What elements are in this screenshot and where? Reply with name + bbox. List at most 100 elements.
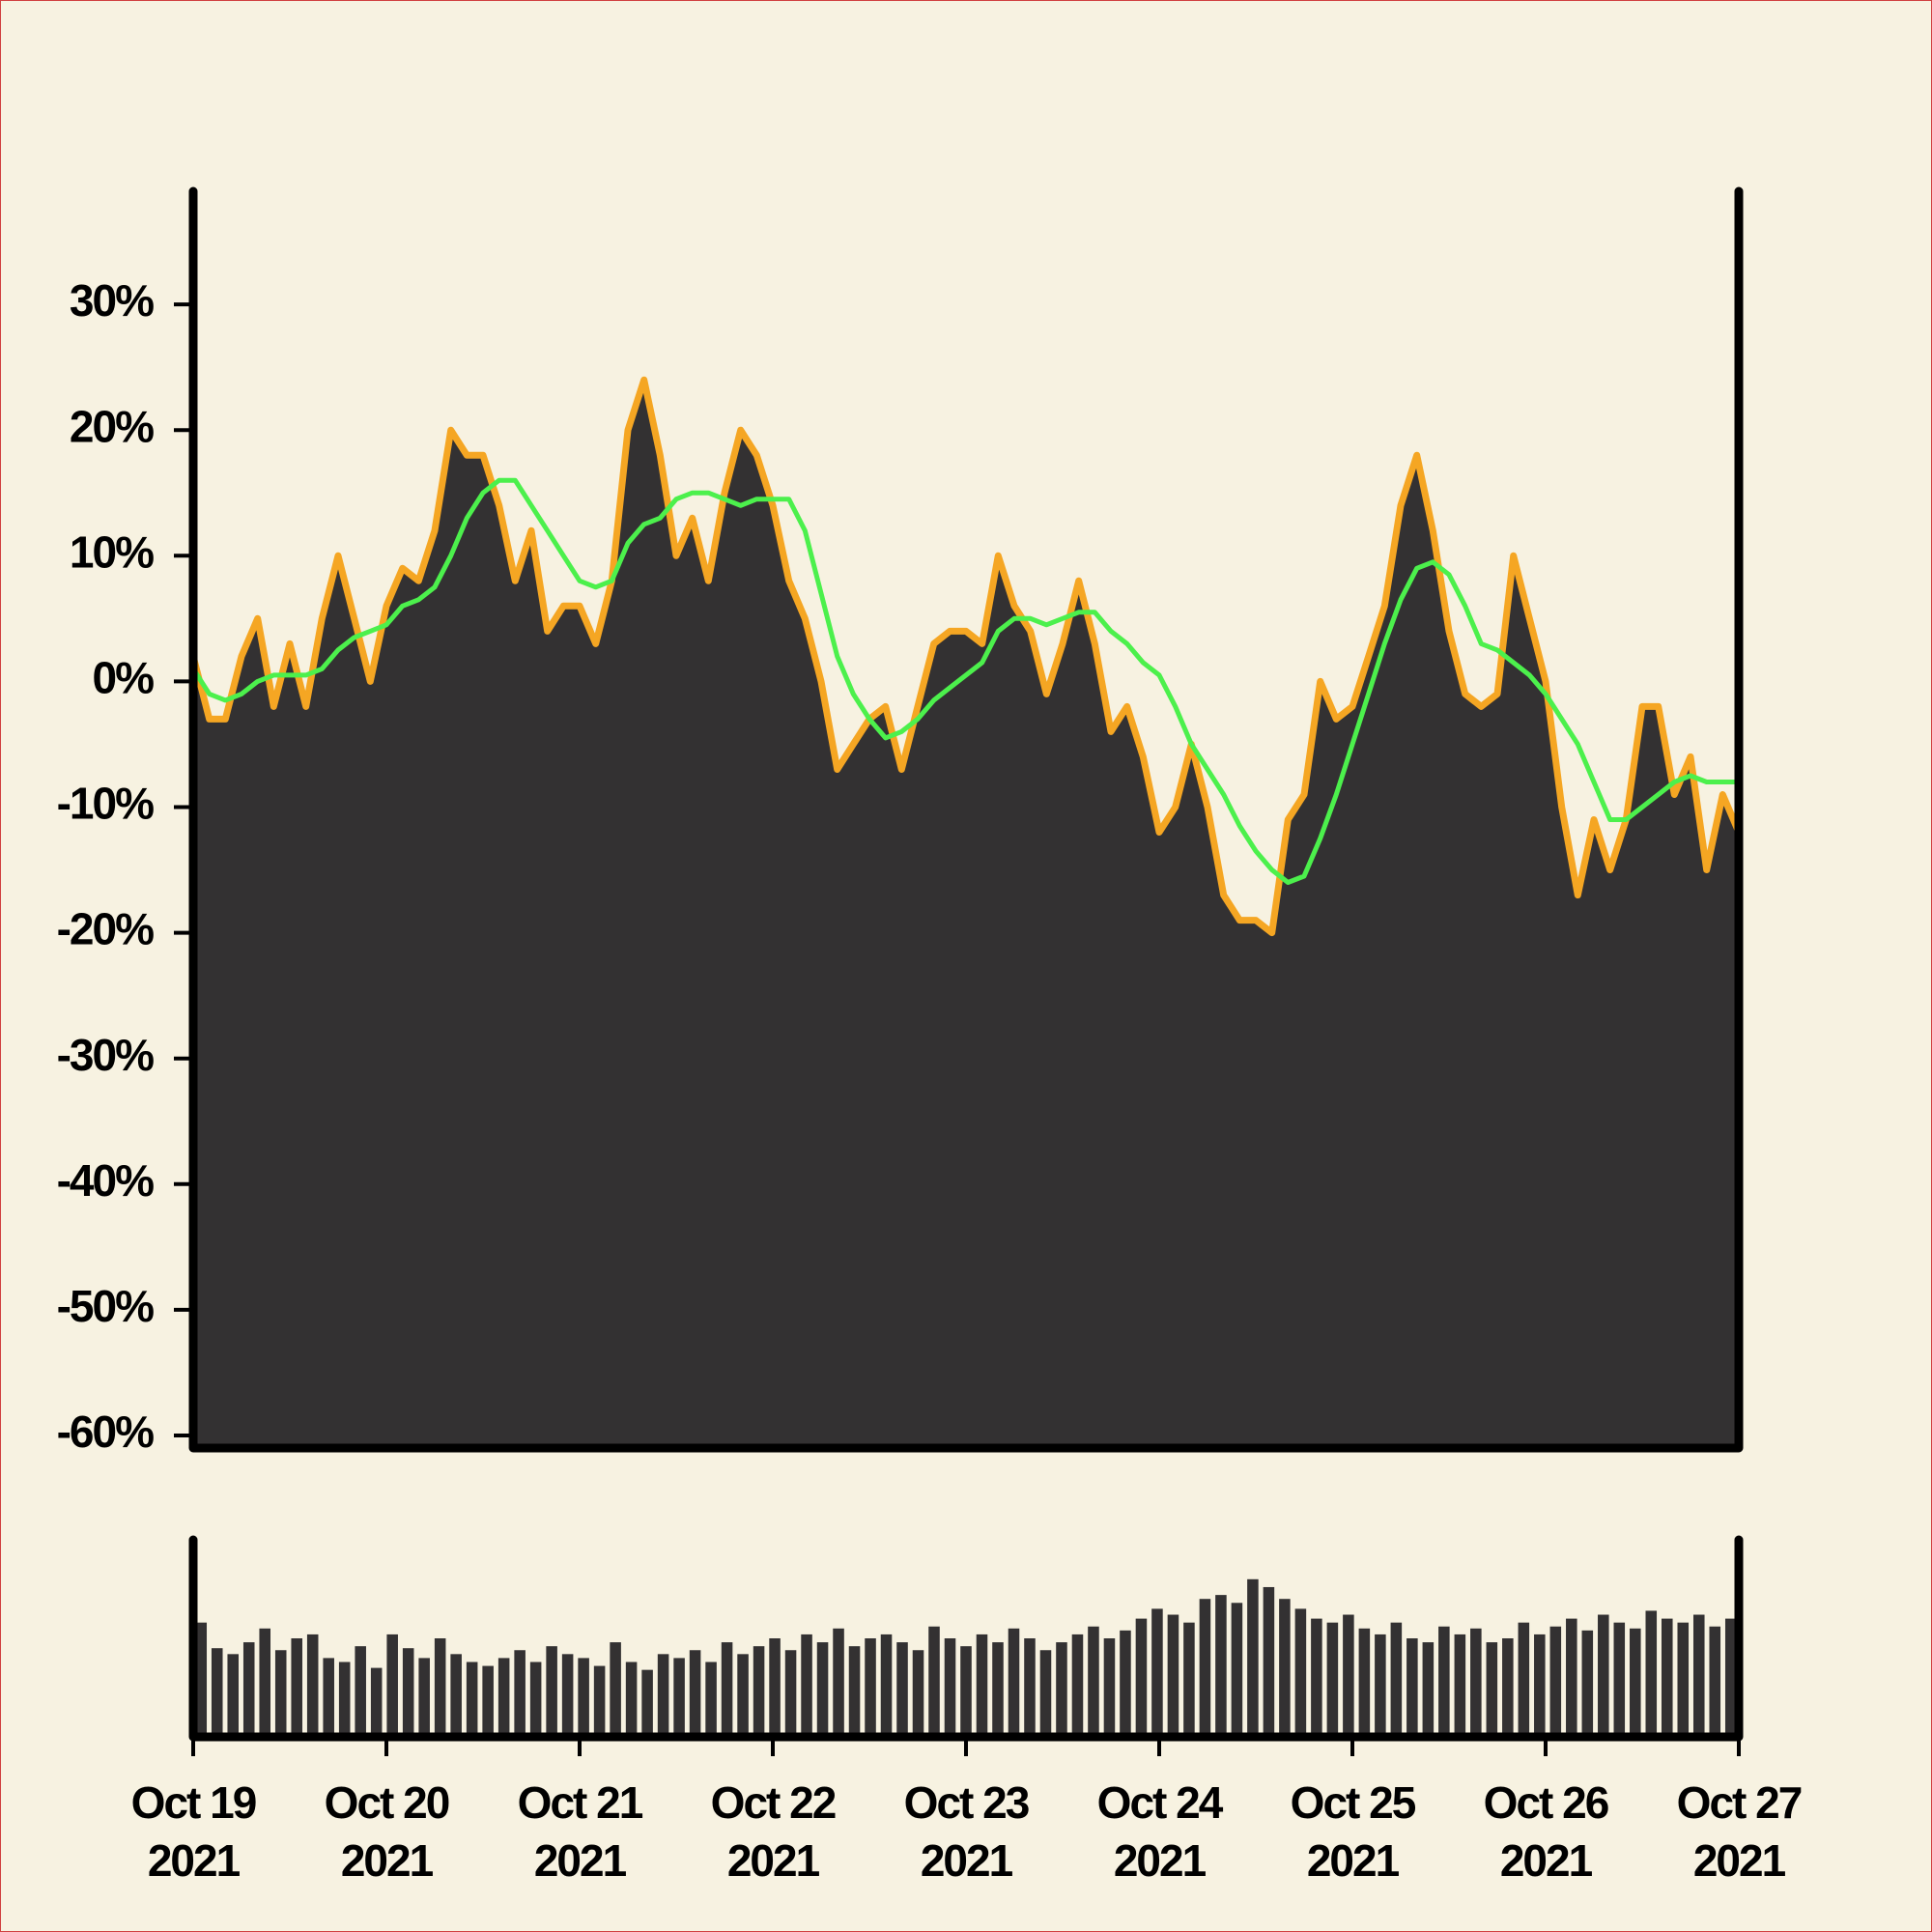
y-tick-label: -40% <box>57 1155 154 1206</box>
volume-bar <box>912 1650 924 1737</box>
x-tick-label: Oct 19 2021 <box>130 1777 258 1886</box>
volume-bar <box>1279 1599 1291 1737</box>
volume-bar <box>402 1648 414 1737</box>
volume-bar <box>753 1646 765 1737</box>
volume-bar <box>1438 1626 1450 1737</box>
volume-bar <box>1390 1622 1403 1737</box>
volume-bar <box>928 1626 940 1737</box>
volume-bar <box>1326 1622 1339 1737</box>
x-tick-label: Oct 24 2021 <box>1096 1777 1224 1886</box>
volume-bar <box>1422 1642 1435 1737</box>
y-tick-label: -20% <box>57 904 154 954</box>
volume-bar <box>976 1634 988 1737</box>
volume-bar <box>944 1638 956 1737</box>
volume-bar <box>1486 1642 1498 1737</box>
volume-bar <box>1311 1618 1322 1737</box>
volume-bar <box>355 1646 366 1737</box>
volume-bar <box>1039 1650 1052 1737</box>
volume-bar <box>529 1662 542 1737</box>
volume-bar <box>1343 1614 1354 1737</box>
volume-bar <box>466 1662 478 1737</box>
volume-bar <box>291 1638 302 1737</box>
volume-bar <box>1135 1618 1148 1737</box>
volume-bar <box>848 1646 861 1737</box>
volume-bar <box>1088 1626 1099 1737</box>
volume-bar <box>1167 1614 1179 1737</box>
volume-bar <box>1581 1630 1594 1737</box>
y-tick-label: 20% <box>70 401 154 451</box>
volume-bar <box>1120 1630 1131 1737</box>
y-tick-label: 10% <box>70 526 154 577</box>
x-tick-label: Oct 21 2021 <box>517 1777 644 1886</box>
volume-bar <box>274 1650 287 1737</box>
volume-bar <box>1294 1608 1307 1737</box>
volume-bar <box>1215 1595 1227 1737</box>
axis-frame <box>188 1535 1744 1742</box>
x-tick-label: Oct 27 2021 <box>1676 1777 1804 1886</box>
volume-bar <box>1247 1578 1259 1737</box>
volume-bar <box>833 1628 844 1737</box>
volume-bar <box>1071 1634 1084 1737</box>
volume-bar <box>1534 1634 1546 1737</box>
y-tick-label: -30% <box>57 1030 154 1080</box>
volume-bar <box>880 1634 893 1737</box>
volume-bar <box>992 1642 1004 1737</box>
y-tick-label: -10% <box>57 779 154 829</box>
volume-bar <box>323 1658 334 1737</box>
volume-bar <box>801 1634 812 1737</box>
volume-bar <box>306 1634 319 1737</box>
volume-bar <box>1199 1599 1211 1737</box>
volume-bar <box>1630 1628 1641 1737</box>
volume-bar <box>386 1634 398 1737</box>
volume-bar <box>1502 1638 1514 1737</box>
y-tick-label: 0% <box>93 653 155 703</box>
volume-bar <box>1598 1614 1609 1737</box>
volume-bar <box>1549 1626 1562 1737</box>
volume-bar <box>1613 1622 1626 1737</box>
volume-bar <box>1470 1628 1482 1737</box>
volume-bar <box>1454 1634 1466 1737</box>
volume-bar <box>657 1654 669 1737</box>
volume-bar <box>1375 1634 1386 1737</box>
volume-bar <box>1008 1628 1020 1737</box>
volume-bar <box>1103 1638 1116 1737</box>
volume-bar <box>737 1654 749 1737</box>
y-tick-label: 30% <box>70 275 154 326</box>
volume-bar <box>784 1650 797 1737</box>
volume-bar <box>673 1658 685 1737</box>
volume-bar <box>721 1642 733 1737</box>
x-tick-label: Oct 20 2021 <box>324 1777 451 1886</box>
volume-bar <box>1231 1603 1243 1737</box>
volume-bar <box>769 1638 781 1737</box>
volume-bar <box>1358 1628 1371 1737</box>
volume-bar <box>450 1654 462 1737</box>
volume-bar <box>1056 1642 1067 1737</box>
volume-bar <box>497 1658 510 1737</box>
volume-bar <box>561 1654 574 1737</box>
volume-bar <box>1645 1610 1658 1737</box>
volume-bar <box>1566 1618 1577 1737</box>
volume-bar <box>578 1658 589 1737</box>
area-fill <box>193 380 1739 1449</box>
volume-bar <box>211 1648 223 1737</box>
volume-bar <box>625 1662 638 1737</box>
volume-bar <box>418 1658 430 1737</box>
volume-bar <box>1709 1626 1721 1737</box>
volume-bar <box>1518 1622 1530 1737</box>
volume-bar <box>514 1650 526 1737</box>
volume-bar <box>1183 1622 1195 1737</box>
volume-bar <box>1263 1586 1275 1737</box>
volume-bar <box>1724 1618 1737 1737</box>
volume-bar <box>195 1622 208 1737</box>
volume-bar <box>705 1662 717 1737</box>
volume-bar <box>1151 1608 1163 1737</box>
volume-bar <box>593 1665 606 1737</box>
volume-bar <box>1692 1614 1705 1737</box>
volume-bar <box>1406 1638 1418 1737</box>
volume-bar <box>482 1665 494 1737</box>
volume-bar <box>259 1628 270 1737</box>
volume-bar <box>370 1667 383 1737</box>
x-tick-label: Oct 23 2021 <box>903 1777 1031 1886</box>
volume-bar <box>546 1646 557 1737</box>
